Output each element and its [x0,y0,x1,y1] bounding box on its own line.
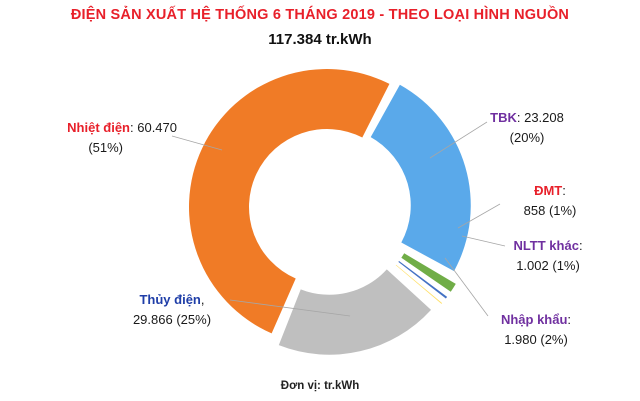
slice-value-thuy-dien: 29.866 [132,312,173,327]
chart-title: ĐIỆN SẢN XUẤT HỆ THỐNG 6 THÁNG 2019 - TH… [70,7,570,23]
label-tbk: TBK: 23.208 (20%) [482,108,572,148]
slice-percent-nhap-khau: (2%) [540,332,568,347]
slice-percent-nltt-khac: (1%) [552,258,580,273]
label-thuy-dien: Thủy điện, 29.866 (25%) [132,292,212,327]
slice-value-tbk: 23.208 [524,110,564,125]
label-nhap-khau: Nhập khẩu: 1.980 (2%) [500,312,572,347]
slice-name-nhiet-dien: Nhiệt điện [67,120,130,135]
slice-percent-nhiet-dien: (51%) [88,140,123,155]
label-dmt: ĐMT: 858 (1%) [523,183,577,218]
leader-thuy-dien [229,299,351,317]
leader-tbk [429,121,488,159]
slice-nltt-khac [398,260,448,299]
leader-nltt-khac [461,235,506,247]
slice-value-nhap-khau: 1.980 [504,332,537,347]
leader-nhiet-dien [171,135,223,151]
leader-nhap-khau [444,257,489,317]
label-nltt-khac: NLTT khác: 1.002 (1%) [513,238,583,273]
slice-percent-dmt: (1%) [548,203,577,218]
slice-percent-tbk: (20%) [509,130,545,145]
slice-nhiet-dien [189,69,390,334]
chart-subtitle: 117.384 tr.kWh [268,31,372,48]
slice-percent-thuy-dien: (25%) [176,312,212,327]
slice-dmt [395,264,443,304]
unit-note: Đơn vị: tr.kWh [280,380,360,392]
slice-tbk [278,269,432,355]
slice-name-dmt: ĐMT [534,183,563,198]
label-nhiet-dien: Nhiệt điện: 60.470 (51%) [67,118,177,158]
slice-name-thuy-dien: Thủy điện [139,292,201,307]
slice-value-nltt-khac: 1.002 [516,258,549,273]
leader-dmt [457,203,501,229]
slice-name-tbk: TBK [490,110,517,125]
slice-thuy-dien [370,84,471,272]
slice-value-nhiet-dien: 60.470 [137,120,177,135]
slice-name-nhap-khau: Nhập khẩu [500,312,568,327]
slice-name-nltt-khac: NLTT khác [513,238,579,253]
slice-value-dmt: 858 [523,203,546,218]
slice-nhap-khau [401,253,456,292]
